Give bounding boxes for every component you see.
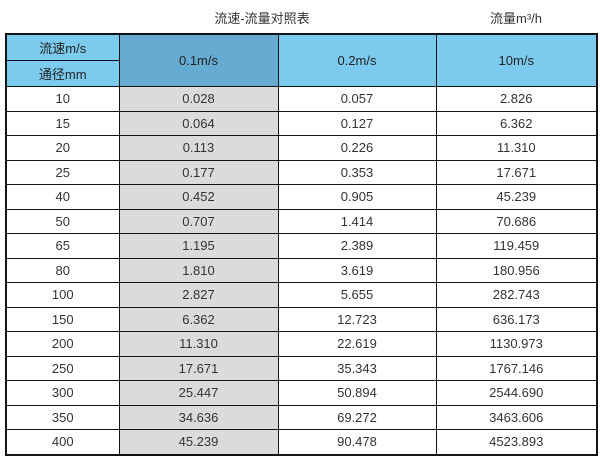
flow-value-cell: 0.353	[277, 159, 437, 185]
flow-value-cell: 1.195	[118, 233, 279, 259]
table-row: 250 17.671 35.343 1767.146	[5, 355, 598, 381]
table-row: 50 0.707 1.414 70.686	[5, 208, 598, 234]
flow-value-cell: 17.671	[118, 355, 279, 381]
table-row: 200 11.310 22.619 1130.973	[5, 331, 598, 357]
flow-value-cell: 0.127	[277, 110, 437, 136]
flow-value-cell: 2544.690	[435, 380, 598, 406]
flow-value-cell: 180.956	[435, 257, 598, 283]
flow-value-cell: 0.905	[277, 184, 437, 210]
flow-value-cell: 3463.606	[435, 404, 598, 430]
flow-value-cell: 6.362	[118, 306, 279, 332]
flow-value-cell: 50.894	[277, 380, 437, 406]
diameter-cell: 80	[5, 257, 120, 283]
flow-value-cell: 0.113	[118, 135, 279, 161]
flow-value-cell: 0.177	[118, 159, 279, 185]
flow-value-cell: 35.343	[277, 355, 437, 381]
diameter-cell: 15	[5, 110, 120, 136]
diameter-cell: 300	[5, 380, 120, 406]
table-body: 10 0.028 0.057 2.826 15 0.064 0.127 6.362 20 0.11…	[5, 86, 598, 455]
diameter-cell: 50	[5, 208, 120, 234]
diameter-cell: 25	[5, 159, 120, 185]
table-row: 150 6.362 12.723 636.173	[5, 306, 598, 332]
flow-value-cell: 0.028	[118, 86, 279, 112]
flow-value-cell: 636.173	[435, 306, 598, 332]
table-row: 25 0.177 0.353 17.671	[5, 159, 598, 185]
flow-value-cell: 0.226	[277, 135, 437, 161]
flow-value-cell: 3.619	[277, 257, 437, 283]
table-row: 400 45.239 90.478 4523.893	[5, 429, 598, 455]
table-row: 80 1.810 3.619 180.956	[5, 257, 598, 283]
flow-value-cell: 0.452	[118, 184, 279, 210]
diameter-cell: 350	[5, 404, 120, 430]
flow-value-cell: 1767.146	[435, 355, 598, 381]
table-row: 100 2.827 5.655 282.743	[5, 282, 598, 308]
flow-value-cell: 1.414	[277, 208, 437, 234]
table-row: 15 0.064 0.127 6.362	[5, 110, 598, 136]
table-row: 40 0.452 0.905 45.239	[5, 184, 598, 210]
flow-value-cell: 119.459	[435, 233, 598, 259]
diameter-cell: 10	[5, 86, 120, 112]
flow-value-cell: 1130.973	[435, 331, 598, 357]
flow-rate-table: 流速m/s 0.1m/s 0.2m/s 10m/s 通径mm 10 0.028 0.…	[5, 33, 598, 456]
header-row-bottom: 通径mm	[5, 60, 597, 87]
diameter-cell: 150	[5, 306, 120, 332]
flow-value-cell: 6.362	[435, 110, 598, 136]
flow-value-cell: 12.723	[277, 306, 437, 332]
flow-value-cell: 2.826	[435, 86, 598, 112]
flow-value-cell: 45.239	[118, 429, 279, 455]
page-title: 流速-流量对照表	[214, 11, 310, 26]
table-row: 350 34.636 69.272 3463.606	[5, 404, 598, 430]
flow-value-cell: 34.636	[118, 404, 279, 430]
flow-value-cell: 2.827	[118, 282, 279, 308]
flow-unit-label: 流量m³/h	[489, 11, 543, 26]
diameter-cell: 400	[5, 429, 120, 455]
diameter-cell: 200	[5, 331, 120, 357]
diameter-cell: 40	[5, 184, 120, 210]
flow-value-cell: 70.686	[435, 208, 598, 234]
flow-value-cell: 17.671	[435, 159, 598, 185]
header-col-0-2ms: 0.2m/s	[277, 33, 437, 87]
flow-value-cell: 0.064	[118, 110, 279, 136]
header-row-top: 流速m/s 0.1m/s 0.2m/s 10m/s	[5, 33, 598, 87]
table-header: 流速m/s 0.1m/s 0.2m/s 10m/s 通径mm	[5, 33, 598, 87]
flow-value-cell: 90.478	[277, 429, 437, 455]
flow-value-cell: 11.310	[118, 331, 279, 357]
diameter-cell: 20	[5, 135, 120, 161]
diameter-cell: 250	[5, 355, 120, 381]
table-row: 300 25.447 50.894 2544.690	[5, 380, 598, 406]
diameter-cell: 65	[5, 233, 120, 259]
flow-value-cell: 69.272	[277, 404, 437, 430]
table-row: 10 0.028 0.057 2.826	[5, 86, 598, 112]
flow-value-cell: 282.743	[435, 282, 598, 308]
diameter-cell: 100	[5, 282, 120, 308]
header-diameter-label: 通径mm	[5, 60, 120, 87]
flow-value-cell: 2.389	[277, 233, 437, 259]
flow-value-cell: 0.707	[118, 208, 279, 234]
flow-value-cell: 1.810	[118, 257, 279, 283]
flow-value-cell: 0.057	[277, 86, 437, 112]
flow-value-cell: 22.619	[277, 331, 437, 357]
header-col-0-1ms: 0.1m/s	[118, 33, 279, 87]
flow-value-cell: 11.310	[435, 135, 598, 161]
header-col-10ms: 10m/s	[435, 33, 598, 87]
flow-value-cell: 5.655	[277, 282, 437, 308]
flow-value-cell: 45.239	[435, 184, 598, 210]
table-row: 65 1.195 2.389 119.459	[5, 233, 598, 259]
flow-value-cell: 25.447	[118, 380, 279, 406]
flow-value-cell: 4523.893	[435, 429, 598, 455]
table-row: 20 0.113 0.226 11.310	[5, 135, 598, 161]
header-speed-label: 流速m/s	[5, 33, 120, 61]
